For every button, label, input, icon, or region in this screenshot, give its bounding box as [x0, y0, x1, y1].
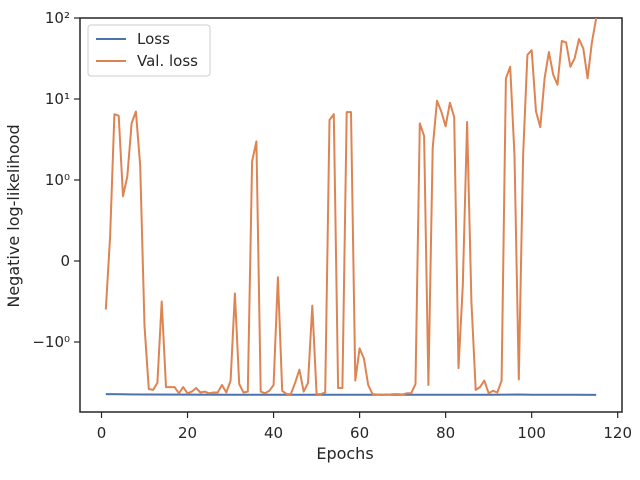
y-axis-ticks: 10² 10¹ 10⁰ 0 −10⁰: [32, 9, 80, 351]
axes-frame: [79, 17, 623, 413]
legend: Loss Val. loss: [87, 24, 211, 77]
y-tick-label: −10⁰: [32, 333, 70, 351]
y-tick-label: 0: [60, 252, 70, 270]
x-tick-label: 80: [436, 424, 455, 442]
series-layer: [104, 17, 598, 396]
legend-box: [87, 24, 211, 77]
x-axis-ticks: 0 20 40 60 80 100 120: [97, 412, 632, 442]
y-tick-label: 10²: [45, 9, 70, 27]
plot-area: 0 20 40 60 80 100 120 10² 10¹ 10⁰ 0 −10⁰: [32, 9, 632, 442]
y-axis-label: Negative log-likelihood: [4, 124, 23, 307]
legend-label-val-loss: Val. loss: [137, 52, 198, 70]
x-axis-label: Epochs: [316, 444, 373, 463]
x-tick-label: 100: [517, 424, 546, 442]
y-tick-label: 10⁰: [45, 171, 70, 189]
y-tick-label: 10¹: [45, 90, 70, 108]
x-tick-label: 0: [97, 424, 107, 442]
series-line-val-loss: [104, 17, 598, 396]
x-tick-label: 60: [350, 424, 369, 442]
series-line-loss: [105, 393, 597, 396]
x-tick-label: 120: [603, 424, 632, 442]
x-tick-label: 20: [178, 424, 197, 442]
legend-label-loss: Loss: [137, 30, 170, 48]
x-tick-label: 40: [264, 424, 283, 442]
